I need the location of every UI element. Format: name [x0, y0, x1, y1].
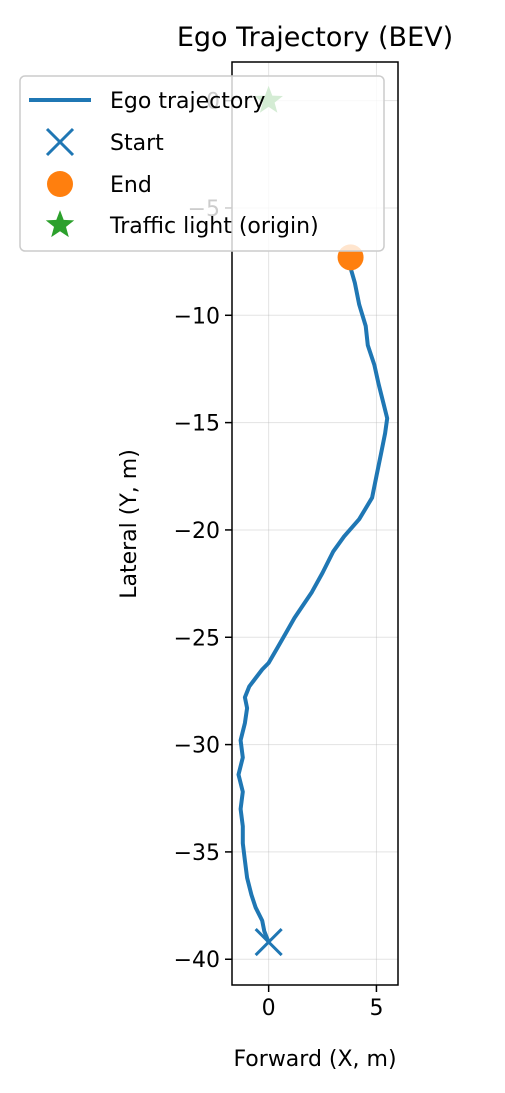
legend: Ego trajectory Start End Traffic light (ori…: [19, 75, 385, 252]
legend-label: End: [110, 173, 152, 198]
legend-traffic-light-marker: [45, 210, 75, 238]
chart-title: Ego Trajectory (BEV): [177, 22, 453, 53]
start-marker-stroke: [254, 928, 283, 957]
y-tick-label: −20: [174, 519, 220, 544]
legend-label: Traffic light (origin): [109, 214, 319, 239]
ego-trajectory-line: [236, 253, 390, 945]
start-marker: [254, 928, 283, 957]
legend-start-marker: [45, 127, 75, 157]
legend-box: [19, 75, 385, 252]
y-tick-label: −35: [174, 841, 220, 866]
y-axis-label: Lateral (Y, m): [117, 449, 142, 599]
y-tick-label: −30: [174, 734, 220, 759]
y-tick-label: −25: [174, 626, 220, 651]
x-tick-label: 5: [369, 996, 383, 1021]
x-tick-label: 0: [262, 996, 276, 1021]
legend-label: Start: [110, 131, 164, 156]
y-tick-label: −15: [174, 412, 220, 437]
legend-end-marker: [47, 171, 73, 197]
y-tick-label: −10: [174, 304, 220, 329]
legend-label: Ego trajectory: [110, 89, 265, 114]
plot-frame: [231, 61, 399, 986]
y-tick-label: −40: [174, 948, 220, 973]
start-marker-stroke: [45, 127, 75, 157]
x-axis-label: Forward (X, m): [233, 1047, 396, 1072]
